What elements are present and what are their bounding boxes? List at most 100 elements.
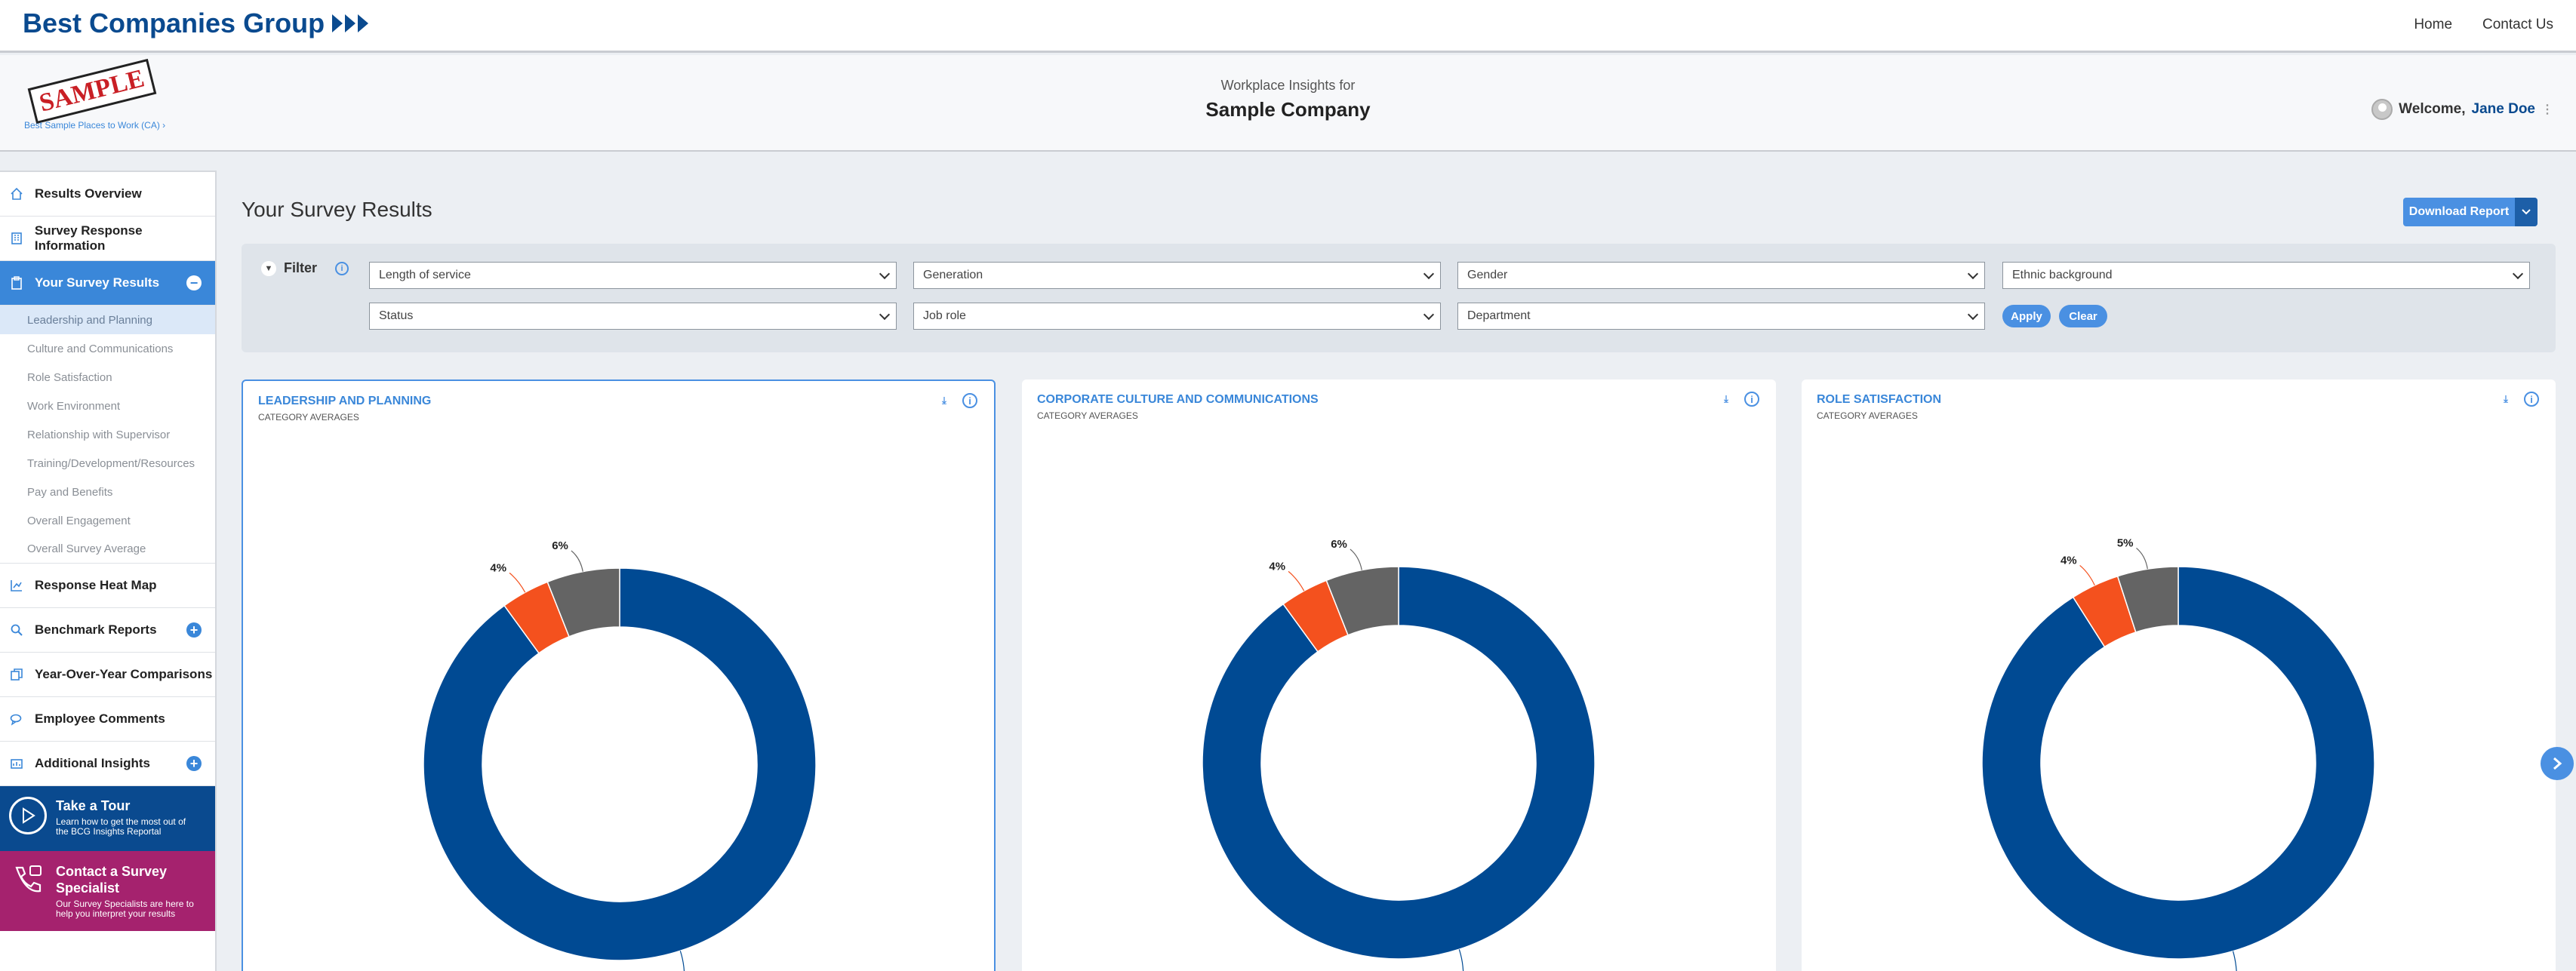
data-label-connector	[571, 550, 583, 572]
tour-description: Learn how to get the most out of the BCG…	[56, 816, 186, 837]
nav-home-link[interactable]: Home	[2414, 17, 2453, 32]
sidebar-subitem-leadership[interactable]: Leadership and Planning	[0, 306, 215, 334]
data-label-connector	[679, 951, 685, 971]
card-leadership[interactable]: LEADERSHIP AND PLANNING CATEGORY AVERAGE…	[242, 379, 996, 971]
data-label-connector	[2136, 547, 2148, 570]
filter-label: Filter	[284, 260, 318, 275]
sidebar: Results Overview Survey Response Informa…	[0, 171, 217, 971]
card-subtitle: CATEGORY AVERAGES	[1037, 410, 1138, 421]
data-label: 4%	[1269, 560, 1285, 573]
download-report-label: Download Report	[2408, 205, 2510, 218]
donut-slice-favorable[interactable]	[423, 567, 817, 961]
sidebar-item-your-survey-results[interactable]: Your Survey Results −	[0, 261, 215, 306]
sidebar-item-survey-response[interactable]: Survey Response Information	[0, 217, 215, 261]
sidebar-item-heat-map[interactable]: Response Heat Map	[0, 564, 215, 608]
clear-button[interactable]: Clear	[2059, 305, 2107, 327]
sidebar-item-label: Results Overview	[35, 186, 142, 201]
tour-title: Take a Tour	[56, 798, 131, 813]
donut-chart: 4% 5%	[1981, 536, 2375, 971]
sidebar-item-comments[interactable]: Employee Comments	[0, 697, 215, 742]
clipboard-icon	[9, 275, 24, 290]
card-role-satisfaction[interactable]: ROLE SATISFACTION CATEGORY AVERAGES ⤓ i 4…	[1802, 379, 2556, 971]
play-icon	[9, 797, 47, 834]
welcome-label: Welcome,	[2399, 101, 2466, 117]
chevron-down-icon	[1967, 309, 1979, 321]
donut-chart: 4% 6%	[1202, 538, 1596, 971]
expand-icon[interactable]: +	[186, 622, 202, 638]
collapse-icon[interactable]: −	[186, 275, 202, 290]
avatar-icon	[2371, 99, 2393, 120]
next-arrow-button[interactable]	[2541, 747, 2574, 780]
brand-name: Best Companies Group	[23, 8, 325, 38]
chevron-down-icon	[879, 309, 891, 321]
nav-contact-link[interactable]: Contact Us	[2482, 17, 2553, 32]
user-name: Jane Doe	[2471, 101, 2535, 117]
donut-chart: 4% 6%	[423, 539, 817, 971]
sidebar-item-label: Year-Over-Year Comparisons	[35, 667, 213, 681]
card-culture[interactable]: CORPORATE CULTURE AND COMMUNICATIONS CAT…	[1022, 379, 1776, 971]
filter-ethnic-background[interactable]: Ethnic background	[2002, 262, 2530, 289]
sidebar-item-year-over-year[interactable]: Year-Over-Year Comparisons	[0, 653, 215, 697]
sidebar-item-label: Additional Insights	[35, 756, 150, 770]
kebab-icon[interactable]: ⋮	[2541, 103, 2553, 116]
filter-department[interactable]: Department	[1457, 303, 1985, 330]
donut-slice-neutral[interactable]	[546, 567, 620, 638]
apply-button[interactable]: Apply	[2002, 305, 2051, 327]
sidebar-subitem-training[interactable]: Training/Development/Resources	[27, 456, 195, 470]
data-label-connector	[2079, 564, 2095, 586]
donut-slice-neutral[interactable]	[2116, 566, 2179, 633]
top-bar: Best Companies Group Home Contact Us	[0, 0, 2576, 53]
chevron-down-icon[interactable]	[2515, 198, 2538, 226]
filter-job-role[interactable]: Job role	[913, 303, 1441, 330]
sidebar-subitem-culture[interactable]: Culture and Communications	[27, 342, 174, 355]
sidebar-item-results-overview[interactable]: Results Overview	[0, 172, 215, 217]
download-icon[interactable]: ⤓	[2504, 393, 2508, 404]
user-menu[interactable]: Welcome, Jane Doe ⋮	[2371, 99, 2553, 120]
home-icon	[9, 186, 24, 201]
chevron-down-icon	[1423, 268, 1435, 280]
sidebar-subitem-survey-average[interactable]: Overall Survey Average	[0, 535, 215, 564]
chevron-down-icon	[1423, 309, 1435, 321]
program-link[interactable]: Best Sample Places to Work (CA) ›	[24, 120, 166, 131]
info-icon[interactable]: i	[2524, 392, 2539, 407]
donut-slice-favorable[interactable]	[1981, 566, 2375, 960]
building-icon	[9, 231, 24, 246]
data-label: 6%	[552, 539, 568, 552]
info-icon[interactable]: i	[1744, 392, 1759, 407]
donut-slice-favorable[interactable]	[1202, 566, 1596, 960]
data-label-connector	[1458, 949, 1464, 971]
top-nav: Home Contact Us	[2414, 17, 2553, 33]
sidebar-subitem-work-environment[interactable]: Work Environment	[27, 399, 121, 413]
take-a-tour-banner[interactable]: Take a Tour Learn how to get the most ou…	[0, 786, 215, 851]
sidebar-item-label: Benchmark Reports	[35, 622, 157, 637]
chevron-down-icon	[879, 268, 891, 280]
brand-logo[interactable]: Best Companies Group	[23, 8, 371, 39]
card-title: LEADERSHIP AND PLANNING	[258, 395, 432, 407]
filter-length-of-service[interactable]: Length of service	[369, 262, 897, 289]
sidebar-subitem-engagement[interactable]: Overall Engagement	[27, 514, 131, 527]
download-report-button[interactable]: Download Report	[2403, 198, 2538, 226]
funnel-icon: ▼	[261, 260, 276, 276]
heatmap-icon	[9, 578, 24, 593]
card-subtitle: CATEGORY AVERAGES	[258, 412, 359, 423]
sidebar-subitem-role-satisfaction[interactable]: Role Satisfaction	[27, 370, 112, 384]
info-icon[interactable]: i	[335, 261, 349, 275]
data-label: 4%	[490, 561, 506, 574]
company-header: SAMPLE Best Sample Places to Work (CA) ›…	[0, 55, 2576, 152]
sidebar-item-benchmark[interactable]: Benchmark Reports +	[0, 608, 215, 653]
filter-generation[interactable]: Generation	[913, 262, 1441, 289]
info-icon[interactable]: i	[962, 393, 977, 408]
sidebar-subitem-supervisor[interactable]: Relationship with Supervisor	[27, 428, 171, 441]
filter-status[interactable]: Status	[369, 303, 897, 330]
download-icon[interactable]: ⤓	[942, 395, 946, 406]
donut-slice-neutral[interactable]	[1325, 566, 1399, 636]
sidebar-item-additional-insights[interactable]: Additional Insights +	[0, 742, 215, 786]
download-icon[interactable]: ⤓	[1724, 393, 1728, 404]
expand-icon[interactable]: +	[186, 756, 202, 771]
sidebar-subitem-pay-benefits[interactable]: Pay and Benefits	[27, 485, 113, 499]
page-title: Your Survey Results	[242, 198, 432, 221]
data-label-connector	[1350, 548, 1362, 570]
contact-specialist-banner[interactable]: Contact a Survey Specialist Our Survey S…	[0, 851, 215, 931]
company-name: Sample Company	[1205, 98, 1371, 121]
filter-gender[interactable]: Gender	[1457, 262, 1985, 289]
